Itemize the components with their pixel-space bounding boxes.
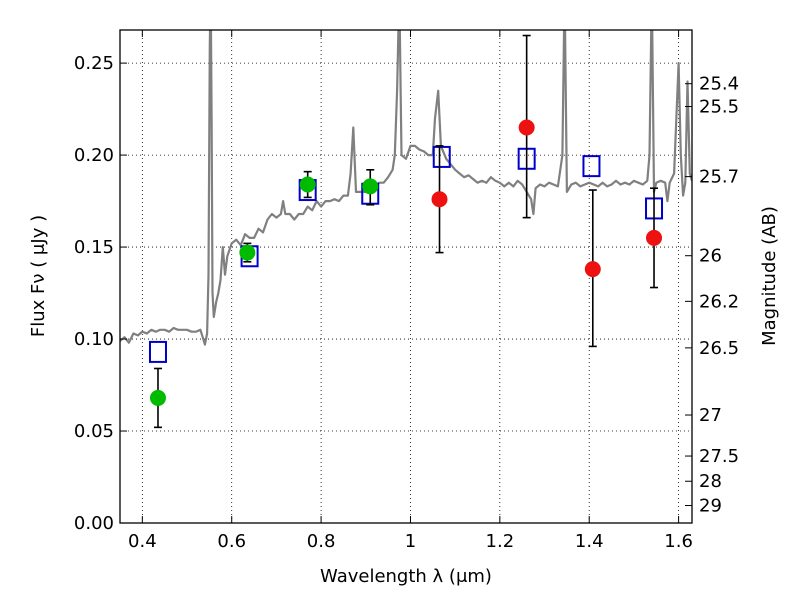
y-tick-label: 0.10 — [74, 329, 114, 350]
plot-frame — [119, 29, 693, 524]
observed-point-red — [431, 191, 448, 208]
y-right-tick-label: 29 — [699, 496, 722, 517]
axis-ticks: 0.4 0.6 0.8 1 1.2 1.4 1.6 0.00 0.05 0.10 0.15 0.20 0… — [74, 30, 739, 552]
y-tick-label: 0.25 — [74, 53, 114, 74]
y-right-tick-label: 26 — [699, 246, 722, 267]
x-tick-label: 0.4 — [128, 531, 157, 552]
y-right-tick-label: 25.7 — [699, 167, 739, 188]
observed-point-red — [646, 229, 663, 246]
spectrum-line — [120, 30, 692, 346]
y-tick-label: 0.00 — [74, 513, 114, 534]
y-tick-label: 0.20 — [74, 145, 114, 166]
y-right-tick-label: 25.5 — [699, 97, 739, 118]
y-right-tick-label: 27.5 — [699, 446, 739, 467]
model-square-point — [432, 145, 451, 168]
y-tick-label: 0.15 — [74, 237, 114, 258]
observed-point-green — [239, 244, 256, 261]
model-square-point — [582, 155, 601, 178]
model-spectrum — [120, 30, 692, 346]
observed-point-green — [299, 176, 316, 193]
observed-point-red — [518, 119, 535, 136]
y-right-tick-label: 26.5 — [699, 338, 739, 359]
x-tick-label: 1 — [405, 531, 416, 552]
x-tick-label: 0.6 — [217, 531, 246, 552]
x-tick-label: 0.8 — [307, 531, 336, 552]
y-axis-label-right: Magnitude (AB) — [759, 206, 780, 346]
y-right-tick-label: 27 — [699, 405, 722, 426]
y-right-tick-label: 26.2 — [699, 291, 739, 312]
photometry-points — [148, 34, 664, 429]
model-square-point — [148, 340, 167, 363]
observed-point-red — [584, 261, 601, 278]
x-tick-label: 1.4 — [575, 531, 604, 552]
x-tick-label: 1.6 — [664, 531, 693, 552]
y-right-tick-label: 28 — [699, 471, 722, 492]
y-tick-label: 0.05 — [74, 421, 114, 442]
grid-lines — [120, 30, 692, 524]
x-axis-label: Wavelength λ (μm) — [320, 566, 492, 587]
x-tick-label: 1.2 — [486, 531, 515, 552]
y-axis-label-left: Flux Fν ( μJy ) — [28, 215, 49, 337]
y-right-tick-label: 25.4 — [699, 74, 739, 95]
observed-point-green — [149, 389, 166, 406]
observed-point-green — [362, 178, 379, 195]
